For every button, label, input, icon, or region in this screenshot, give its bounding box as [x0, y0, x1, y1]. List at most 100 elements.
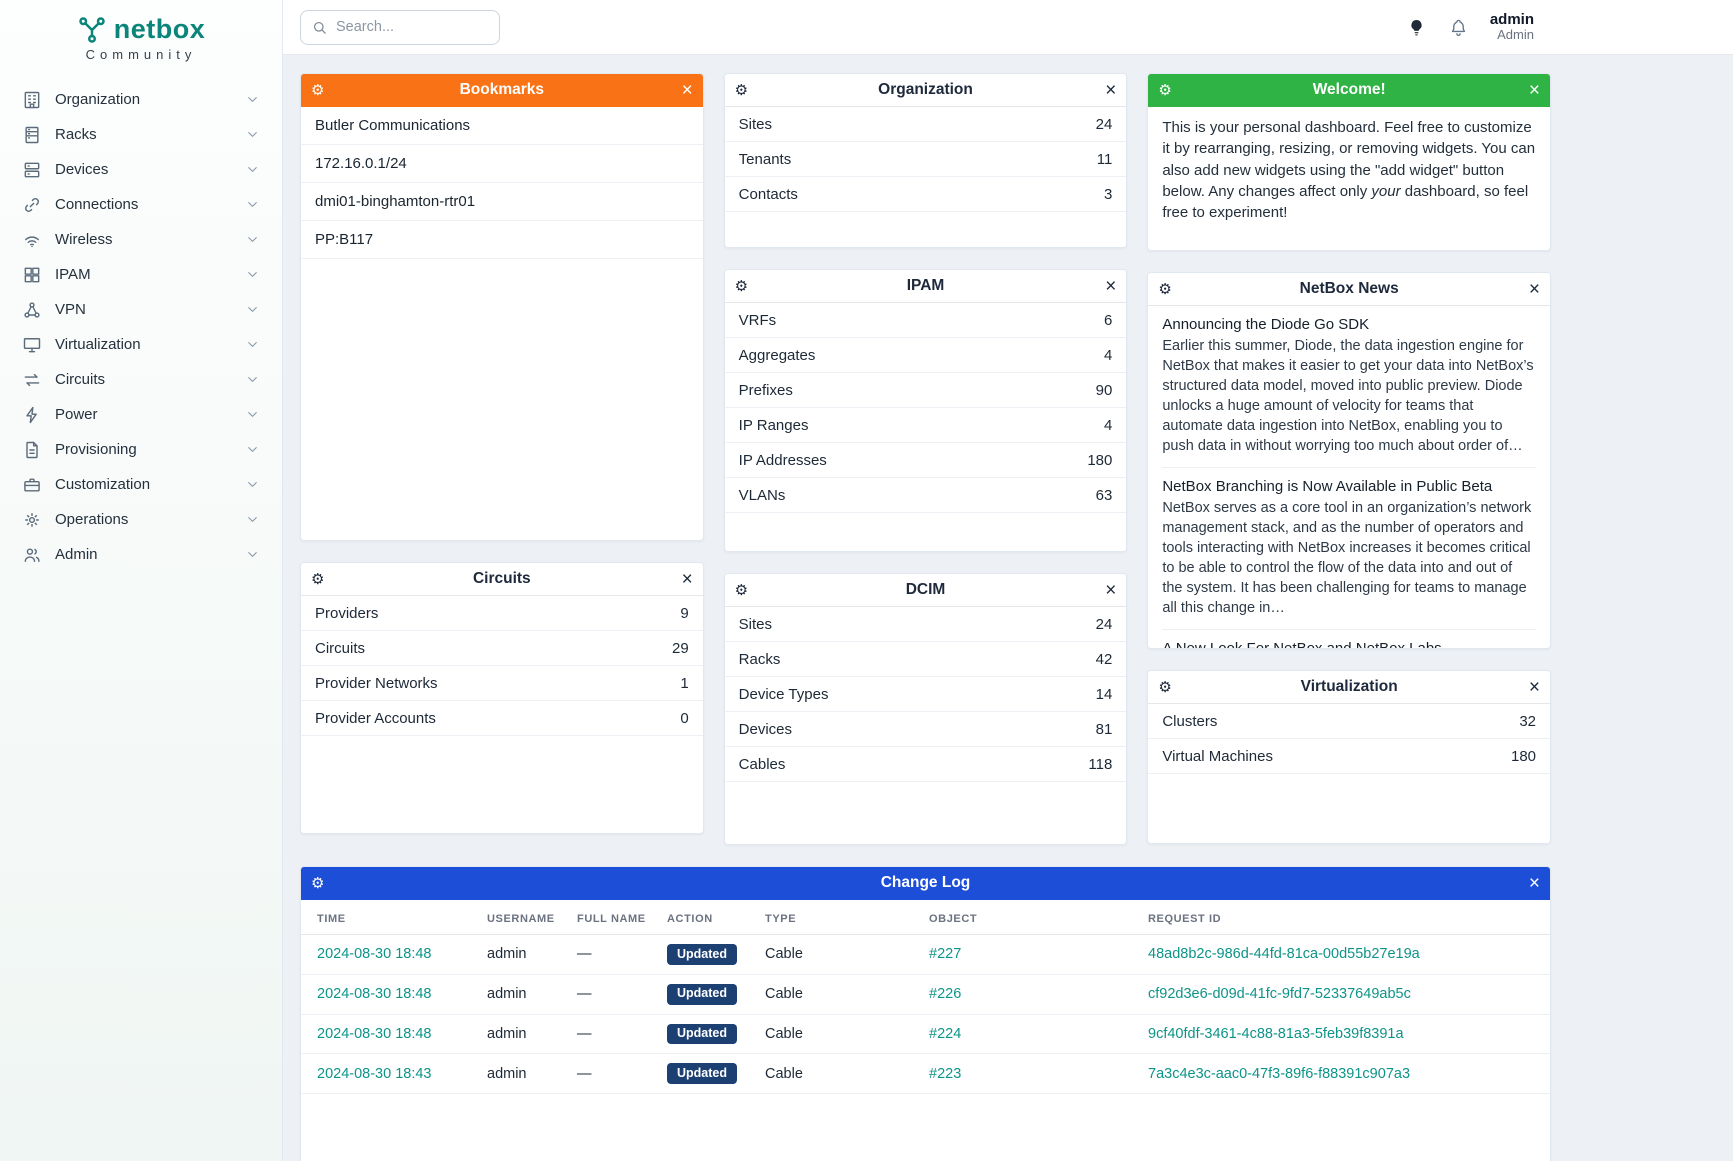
stat-label[interactable]: Device Types [738, 685, 829, 703]
theme-toggle-button[interactable] [1402, 12, 1432, 42]
stat-label[interactable]: Aggregates [738, 346, 816, 364]
changelog-time-link[interactable]: 2024-08-30 18:43 [317, 1065, 432, 1082]
stat-value[interactable]: 63 [1095, 486, 1113, 504]
stat-label[interactable]: Provider Networks [315, 674, 438, 692]
sidebar-item-circuits[interactable]: Circuits [0, 362, 282, 397]
changelog-request-link[interactable]: 9cf40fdf-3461-4c88-81a3-5feb39f8391a [1148, 1025, 1404, 1042]
stat-label[interactable]: Devices [738, 720, 793, 738]
stat-value[interactable]: 9 [680, 604, 689, 622]
sidebar-item-virtualization[interactable]: Virtualization [0, 327, 282, 362]
bookmark-item[interactable]: 172.16.0.1/24 [301, 145, 703, 183]
gear-icon[interactable]: ⚙ [311, 570, 325, 588]
changelog-request-link[interactable]: cf92d3e6-d09d-41fc-9fd7-52337649ab5c [1148, 986, 1411, 1003]
stat-value[interactable]: 29 [671, 639, 689, 657]
changelog-object-link[interactable]: #226 [929, 986, 962, 1003]
chevron-down-icon [245, 337, 260, 352]
stat-value[interactable]: 6 [1104, 311, 1113, 329]
stat-value[interactable]: 180 [1510, 747, 1537, 765]
gear-icon[interactable]: ⚙ [734, 81, 749, 99]
close-icon[interactable]: × [1528, 872, 1540, 894]
stat-label[interactable]: IP Addresses [738, 451, 827, 469]
news-article-title[interactable]: A New Look For NetBox and NetBox Labs [1162, 640, 1536, 648]
stat-value[interactable]: 81 [1095, 720, 1113, 738]
sidebar-item-admin[interactable]: Admin [0, 537, 282, 572]
stat-label[interactable]: VLANs [738, 486, 786, 504]
stat-label[interactable]: Tenants [738, 150, 792, 168]
stat-label[interactable]: Circuits [315, 639, 366, 657]
gear-icon[interactable]: ⚙ [1158, 81, 1172, 99]
gear-icon[interactable]: ⚙ [311, 81, 325, 99]
stat-value[interactable]: 1 [680, 674, 689, 692]
stat-label[interactable]: Virtual Machines [1162, 747, 1273, 765]
sidebar-item-customization[interactable]: Customization [0, 467, 282, 502]
stat-label[interactable]: Providers [315, 604, 379, 622]
sidebar-item-wireless[interactable]: Wireless [0, 222, 282, 257]
stat-value[interactable]: 4 [1104, 416, 1113, 434]
changelog-object-link[interactable]: #223 [929, 1065, 962, 1082]
stat-value[interactable]: 11 [1096, 150, 1113, 168]
sidebar-item-connections[interactable]: Connections [0, 187, 282, 222]
news-article-title[interactable]: Announcing the Diode Go SDK [1162, 316, 1370, 333]
sidebar-item-vpn[interactable]: VPN [0, 292, 282, 327]
gear-icon[interactable]: ⚙ [311, 874, 325, 892]
close-icon[interactable]: × [1105, 579, 1117, 601]
close-icon[interactable]: × [1528, 278, 1541, 300]
stat-value[interactable]: 180 [1087, 451, 1113, 469]
stat-label[interactable]: Clusters [1162, 712, 1218, 730]
stat-value[interactable]: 24 [1095, 115, 1113, 133]
sidebar-item-devices[interactable]: Devices [0, 152, 282, 187]
sidebar-item-racks[interactable]: Racks [0, 117, 282, 152]
stat-label[interactable]: Provider Accounts [315, 709, 436, 727]
stat-row: IP Addresses 180 [724, 443, 1127, 478]
sidebar-item-provisioning[interactable]: Provisioning [0, 432, 282, 467]
brand[interactable]: netbox Community [0, 0, 282, 68]
gear-icon[interactable]: ⚙ [1158, 280, 1172, 298]
stat-value[interactable]: 90 [1095, 381, 1113, 399]
news-article-title[interactable]: NetBox Branching is Now Available in Pub… [1162, 478, 1493, 495]
gear-icon[interactable]: ⚙ [734, 581, 749, 599]
stat-label[interactable]: VRFs [738, 311, 777, 329]
stat-value[interactable]: 3 [1104, 185, 1113, 203]
gear-icon[interactable]: ⚙ [734, 277, 749, 295]
close-icon[interactable]: × [1528, 676, 1541, 698]
stat-label[interactable]: Prefixes [738, 381, 793, 399]
stat-value[interactable]: 24 [1095, 615, 1113, 633]
bookmark-item[interactable]: Butler Communications [301, 107, 703, 145]
stat-value[interactable]: 4 [1104, 346, 1113, 364]
stat-label[interactable]: Racks [738, 650, 781, 668]
stat-value[interactable]: 32 [1519, 712, 1537, 730]
changelog-type: Cable [757, 1014, 921, 1055]
sidebar-item-organization[interactable]: Organization [0, 82, 282, 117]
changelog-time-link[interactable]: 2024-08-30 18:48 [317, 946, 432, 963]
bookmark-item[interactable]: dmi01-binghamton-rtr01 [301, 183, 703, 221]
gear-icon[interactable]: ⚙ [1158, 678, 1172, 696]
changelog-request-link[interactable]: 7a3c4e3c-aac0-47f3-89f6-f88391c907a3 [1148, 1065, 1411, 1082]
changelog-object-link[interactable]: #224 [929, 1025, 962, 1042]
close-icon[interactable]: × [1528, 79, 1541, 101]
stat-value[interactable]: 42 [1095, 650, 1113, 668]
changelog-time-link[interactable]: 2024-08-30 18:48 [317, 986, 432, 1003]
user-menu[interactable]: admin Admin [1490, 11, 1534, 43]
changelog-time-link[interactable]: 2024-08-30 18:48 [317, 1025, 432, 1042]
changelog-object-link[interactable]: #227 [929, 946, 962, 963]
stat-value[interactable]: 0 [680, 709, 689, 727]
stat-label[interactable]: Sites [738, 615, 773, 633]
close-icon[interactable]: × [681, 79, 693, 101]
stat-value[interactable]: 118 [1088, 755, 1113, 773]
sidebar-item-ipam[interactable]: IPAM [0, 257, 282, 292]
search-input[interactable] [336, 19, 523, 35]
close-icon[interactable]: × [1105, 275, 1117, 297]
stat-label[interactable]: IP Ranges [738, 416, 809, 434]
widget-title: Virtualization [1300, 678, 1398, 695]
changelog-request-link[interactable]: 48ad8b2c-986d-44fd-81ca-00d55b27e19a [1148, 946, 1420, 963]
stat-value[interactable]: 14 [1095, 685, 1113, 703]
close-icon[interactable]: × [1105, 79, 1117, 101]
sidebar-item-operations[interactable]: Operations [0, 502, 282, 537]
stat-label[interactable]: Sites [738, 115, 773, 133]
bookmark-item[interactable]: PP:B117 [301, 221, 703, 259]
sidebar-item-power[interactable]: Power [0, 397, 282, 432]
close-icon[interactable]: × [681, 568, 693, 590]
notifications-button[interactable] [1444, 12, 1474, 42]
stat-label[interactable]: Cables [738, 755, 786, 773]
stat-label[interactable]: Contacts [738, 185, 798, 203]
